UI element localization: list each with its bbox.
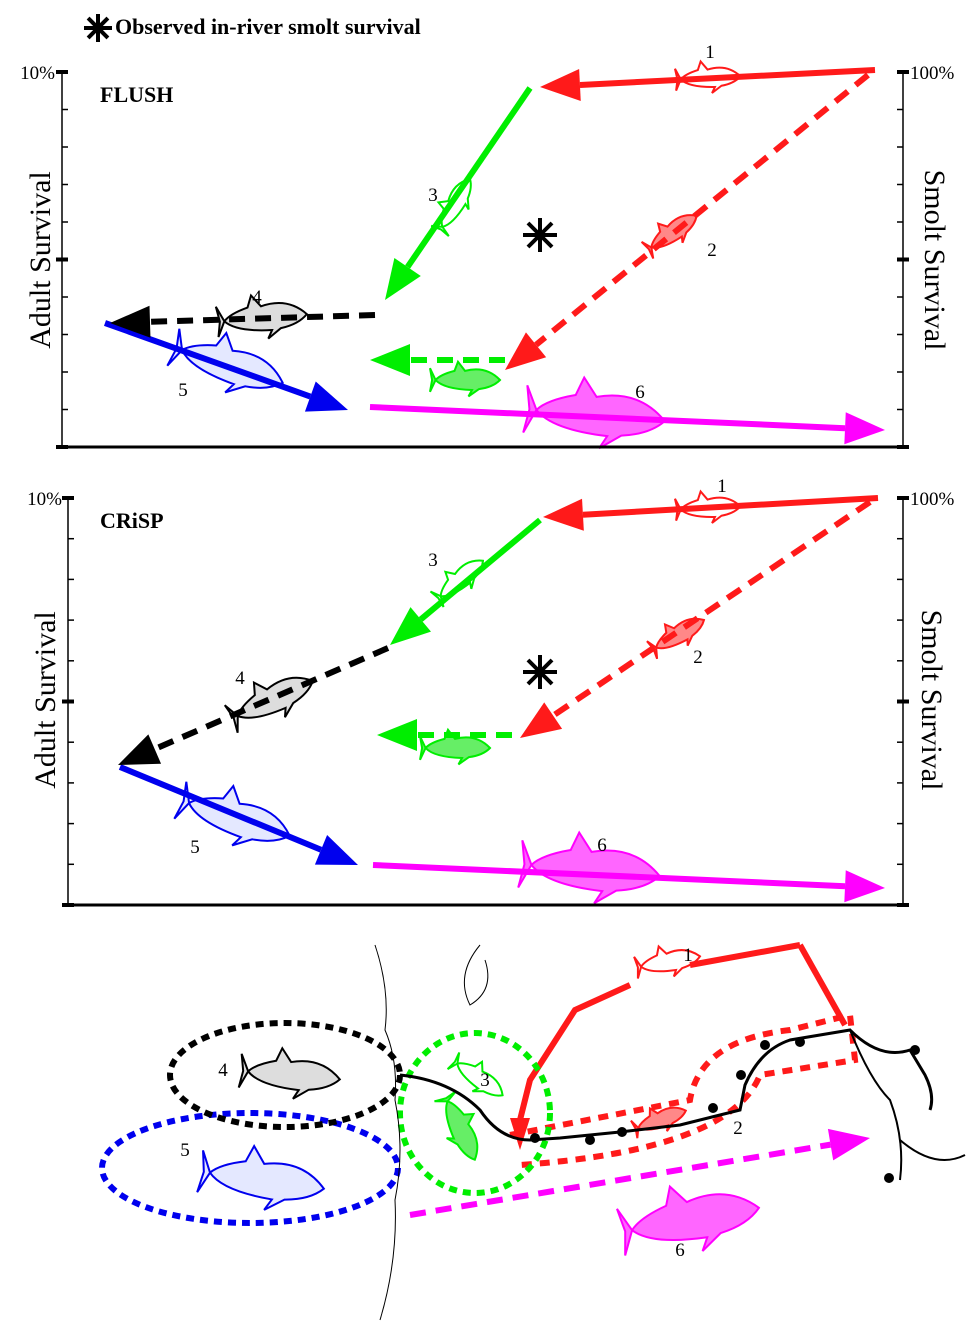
- stage-number: 6: [675, 1240, 685, 1261]
- arrow-head: [844, 412, 885, 445]
- arrow-shaft: [551, 499, 872, 719]
- arrow-shaft: [149, 312, 376, 325]
- stage-number: 5: [190, 837, 200, 858]
- arrow-head: [844, 870, 885, 903]
- panel-label: CRiSP: [100, 508, 164, 533]
- coastline: [463, 944, 489, 1006]
- dam: [708, 1103, 718, 1113]
- arrow-head: [304, 381, 348, 412]
- fish: [434, 1090, 479, 1161]
- route: [517, 942, 801, 1121]
- stage-number: 5: [180, 1140, 190, 1161]
- arrow-head: [314, 834, 358, 865]
- legend-text: Observed in-river smolt survival: [115, 14, 421, 39]
- arrow-shaft: [118, 764, 323, 853]
- river: [399, 1028, 934, 1142]
- fish: [419, 727, 492, 766]
- arrow-head: [377, 719, 417, 751]
- arrow-shaft: [103, 320, 312, 400]
- arrow-shaft: [405, 86, 533, 269]
- fish: [429, 359, 502, 398]
- stage-number: 2: [693, 647, 703, 668]
- arrow-head: [540, 68, 581, 101]
- arrow-shaft: [418, 517, 542, 622]
- stage-number: 2: [707, 240, 717, 261]
- arrow-shaft: [579, 67, 876, 88]
- arrow-shaft: [153, 645, 390, 752]
- dam: [760, 1040, 770, 1050]
- arrow-head: [505, 332, 547, 370]
- fish: [616, 1184, 761, 1256]
- dam: [585, 1135, 595, 1145]
- arrow-head: [827, 1128, 870, 1161]
- arrow-shaft: [369, 404, 846, 432]
- stage-number: 3: [428, 185, 438, 206]
- fish: [640, 214, 698, 259]
- arrow-shaft: [409, 1141, 832, 1218]
- zone: [99, 1110, 401, 1226]
- stage-number: 3: [480, 1070, 490, 1091]
- panel-label: FLUSH: [100, 82, 173, 107]
- river: [849, 1029, 966, 1181]
- fish: [237, 1046, 342, 1100]
- arrow-head: [110, 305, 151, 338]
- fish: [446, 1052, 504, 1097]
- fish: [196, 1144, 326, 1211]
- stage-number: 4: [235, 668, 245, 689]
- arrow-shaft: [582, 495, 879, 518]
- fish: [522, 375, 667, 450]
- arrow-head: [370, 344, 410, 376]
- left-axis-title: Adult Survival: [29, 611, 62, 789]
- stage-number: 1: [705, 42, 715, 63]
- stage-number: 1: [717, 476, 727, 497]
- arrow-shaft: [534, 72, 870, 348]
- arrow-head: [510, 1118, 530, 1150]
- stage-number: 4: [218, 1060, 228, 1081]
- arrow-head: [543, 498, 584, 531]
- fish: [633, 944, 702, 979]
- stage-number: 4: [252, 287, 262, 308]
- zone: [509, 1011, 859, 1168]
- left-axis-title: Adult Survival: [24, 171, 57, 349]
- stage-number: 1: [683, 945, 693, 966]
- fish: [517, 830, 662, 905]
- stage-number: 2: [733, 1118, 743, 1139]
- route: [797, 943, 848, 1027]
- arrow-head: [390, 607, 431, 645]
- stage-number: 3: [428, 550, 438, 571]
- left-top-label: 10%: [27, 489, 62, 510]
- arrow-head: [118, 734, 162, 765]
- coastline: [374, 944, 401, 1321]
- arrow-head: [520, 702, 563, 738]
- stage-number: 5: [178, 380, 188, 401]
- stage-number: 6: [597, 835, 607, 856]
- right-axis-title: Smolt Survival: [915, 610, 948, 791]
- left-top-label: 10%: [20, 63, 55, 84]
- right-top-label: 100%: [910, 63, 955, 84]
- arrow-head: [385, 257, 421, 300]
- dam: [736, 1070, 746, 1080]
- right-axis-title: Smolt Survival: [918, 170, 951, 351]
- arrow-shaft: [372, 862, 846, 890]
- zone: [397, 1030, 553, 1196]
- right-top-label: 100%: [910, 489, 955, 510]
- dam: [884, 1173, 894, 1183]
- stage-number: 6: [635, 382, 645, 403]
